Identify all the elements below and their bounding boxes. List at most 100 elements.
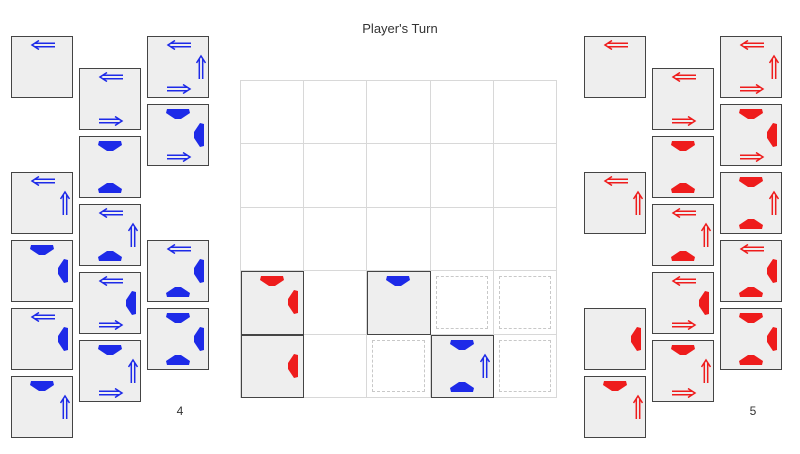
arrow-left-icon	[739, 244, 765, 254]
board-cell[interactable]	[241, 271, 305, 335]
red-move-card[interactable]	[584, 308, 646, 370]
blue-move-card[interactable]	[79, 204, 141, 266]
move-target-slot[interactable]	[498, 339, 551, 392]
arrow-left-icon	[603, 40, 629, 50]
head-left-icon	[287, 353, 299, 379]
board-cell[interactable]	[493, 81, 557, 145]
head-left-icon	[193, 258, 205, 284]
board-cell[interactable]	[430, 271, 494, 335]
arrow-right-icon	[98, 388, 124, 398]
head-down-icon	[97, 140, 123, 152]
board-cell[interactable]	[367, 207, 431, 272]
head-down-icon	[385, 275, 411, 287]
arrow-up-icon	[633, 190, 643, 216]
red-move-card[interactable]	[720, 308, 782, 370]
move-target-slot[interactable]	[435, 276, 488, 329]
blue-piece[interactable]	[430, 334, 494, 398]
blue-move-card[interactable]	[147, 240, 209, 302]
red-move-card[interactable]	[720, 240, 782, 302]
blue-move-card[interactable]	[11, 172, 73, 234]
board-cell[interactable]	[304, 81, 368, 145]
arrow-left-icon	[671, 72, 697, 82]
arrow-right-icon	[671, 320, 697, 330]
blue-move-card[interactable]	[147, 36, 209, 98]
arrow-up-icon	[60, 190, 70, 216]
board-cell[interactable]	[304, 207, 368, 272]
head-left-icon	[698, 290, 710, 316]
blue-move-card[interactable]	[147, 308, 209, 370]
red-move-card[interactable]	[720, 36, 782, 98]
red-move-card[interactable]	[584, 36, 646, 98]
blue-move-card[interactable]	[147, 104, 209, 166]
board-cell[interactable]	[430, 334, 494, 398]
red-move-card[interactable]	[720, 104, 782, 166]
head-left-icon	[57, 258, 69, 284]
red-move-card[interactable]	[584, 172, 646, 234]
arrow-left-icon	[98, 276, 124, 286]
board-cell[interactable]	[367, 81, 431, 145]
red-move-card[interactable]	[720, 172, 782, 234]
board-cell[interactable]	[493, 334, 557, 398]
red-move-card[interactable]	[652, 68, 714, 130]
head-up-icon	[97, 250, 123, 262]
head-left-icon	[766, 122, 778, 148]
blue-move-card[interactable]	[11, 36, 73, 98]
head-up-icon	[97, 182, 123, 194]
red-card-count: 5	[749, 404, 757, 418]
head-down-icon	[165, 108, 191, 120]
blue-move-card[interactable]	[79, 272, 141, 334]
arrow-up-icon	[769, 54, 779, 80]
board-cell[interactable]	[241, 207, 305, 272]
board-cell[interactable]	[430, 81, 494, 145]
blue-move-card[interactable]	[11, 376, 73, 438]
board-cell[interactable]	[367, 334, 431, 398]
head-left-icon	[287, 289, 299, 315]
move-target-slot[interactable]	[372, 339, 425, 392]
red-move-card[interactable]	[584, 376, 646, 438]
board-cell[interactable]	[367, 144, 431, 208]
board-cell[interactable]	[241, 334, 305, 398]
red-move-card[interactable]	[652, 204, 714, 266]
board-cell[interactable]	[304, 144, 368, 208]
board-cell[interactable]	[304, 334, 368, 398]
red-piece[interactable]	[241, 271, 305, 335]
head-down-icon	[259, 275, 285, 287]
head-down-icon	[165, 312, 191, 324]
head-down-icon	[29, 244, 55, 256]
head-up-icon	[449, 381, 475, 393]
board-cell[interactable]	[493, 207, 557, 272]
blue-move-card[interactable]	[79, 136, 141, 198]
blue-move-card[interactable]	[11, 308, 73, 370]
blue-piece[interactable]	[367, 271, 431, 335]
arrow-left-icon	[30, 176, 56, 186]
arrow-up-icon	[128, 358, 138, 384]
board-cell[interactable]	[493, 271, 557, 335]
head-down-icon	[29, 380, 55, 392]
board-cell[interactable]	[493, 144, 557, 208]
head-left-icon	[193, 122, 205, 148]
board-cell[interactable]	[241, 144, 305, 208]
arrow-up-icon	[701, 222, 711, 248]
red-move-card[interactable]	[652, 340, 714, 402]
arrow-left-icon	[166, 244, 192, 254]
turn-indicator: Player's Turn	[362, 21, 438, 36]
arrow-left-icon	[671, 208, 697, 218]
red-move-card[interactable]	[652, 272, 714, 334]
red-piece[interactable]	[241, 334, 305, 398]
blue-move-card[interactable]	[11, 240, 73, 302]
arrow-right-icon	[98, 320, 124, 330]
game-board	[240, 80, 557, 398]
blue-move-card[interactable]	[79, 340, 141, 402]
board-cell[interactable]	[430, 207, 494, 272]
red-move-card[interactable]	[652, 136, 714, 198]
board-cell[interactable]	[304, 271, 368, 335]
board-cell[interactable]	[241, 81, 305, 145]
board-cell[interactable]	[367, 271, 431, 335]
arrow-up-icon	[769, 190, 779, 216]
head-left-icon	[630, 326, 642, 352]
arrow-left-icon	[98, 208, 124, 218]
arrow-up-icon	[701, 358, 711, 384]
blue-move-card[interactable]	[79, 68, 141, 130]
move-target-slot[interactable]	[498, 276, 551, 329]
board-cell[interactable]	[430, 144, 494, 208]
